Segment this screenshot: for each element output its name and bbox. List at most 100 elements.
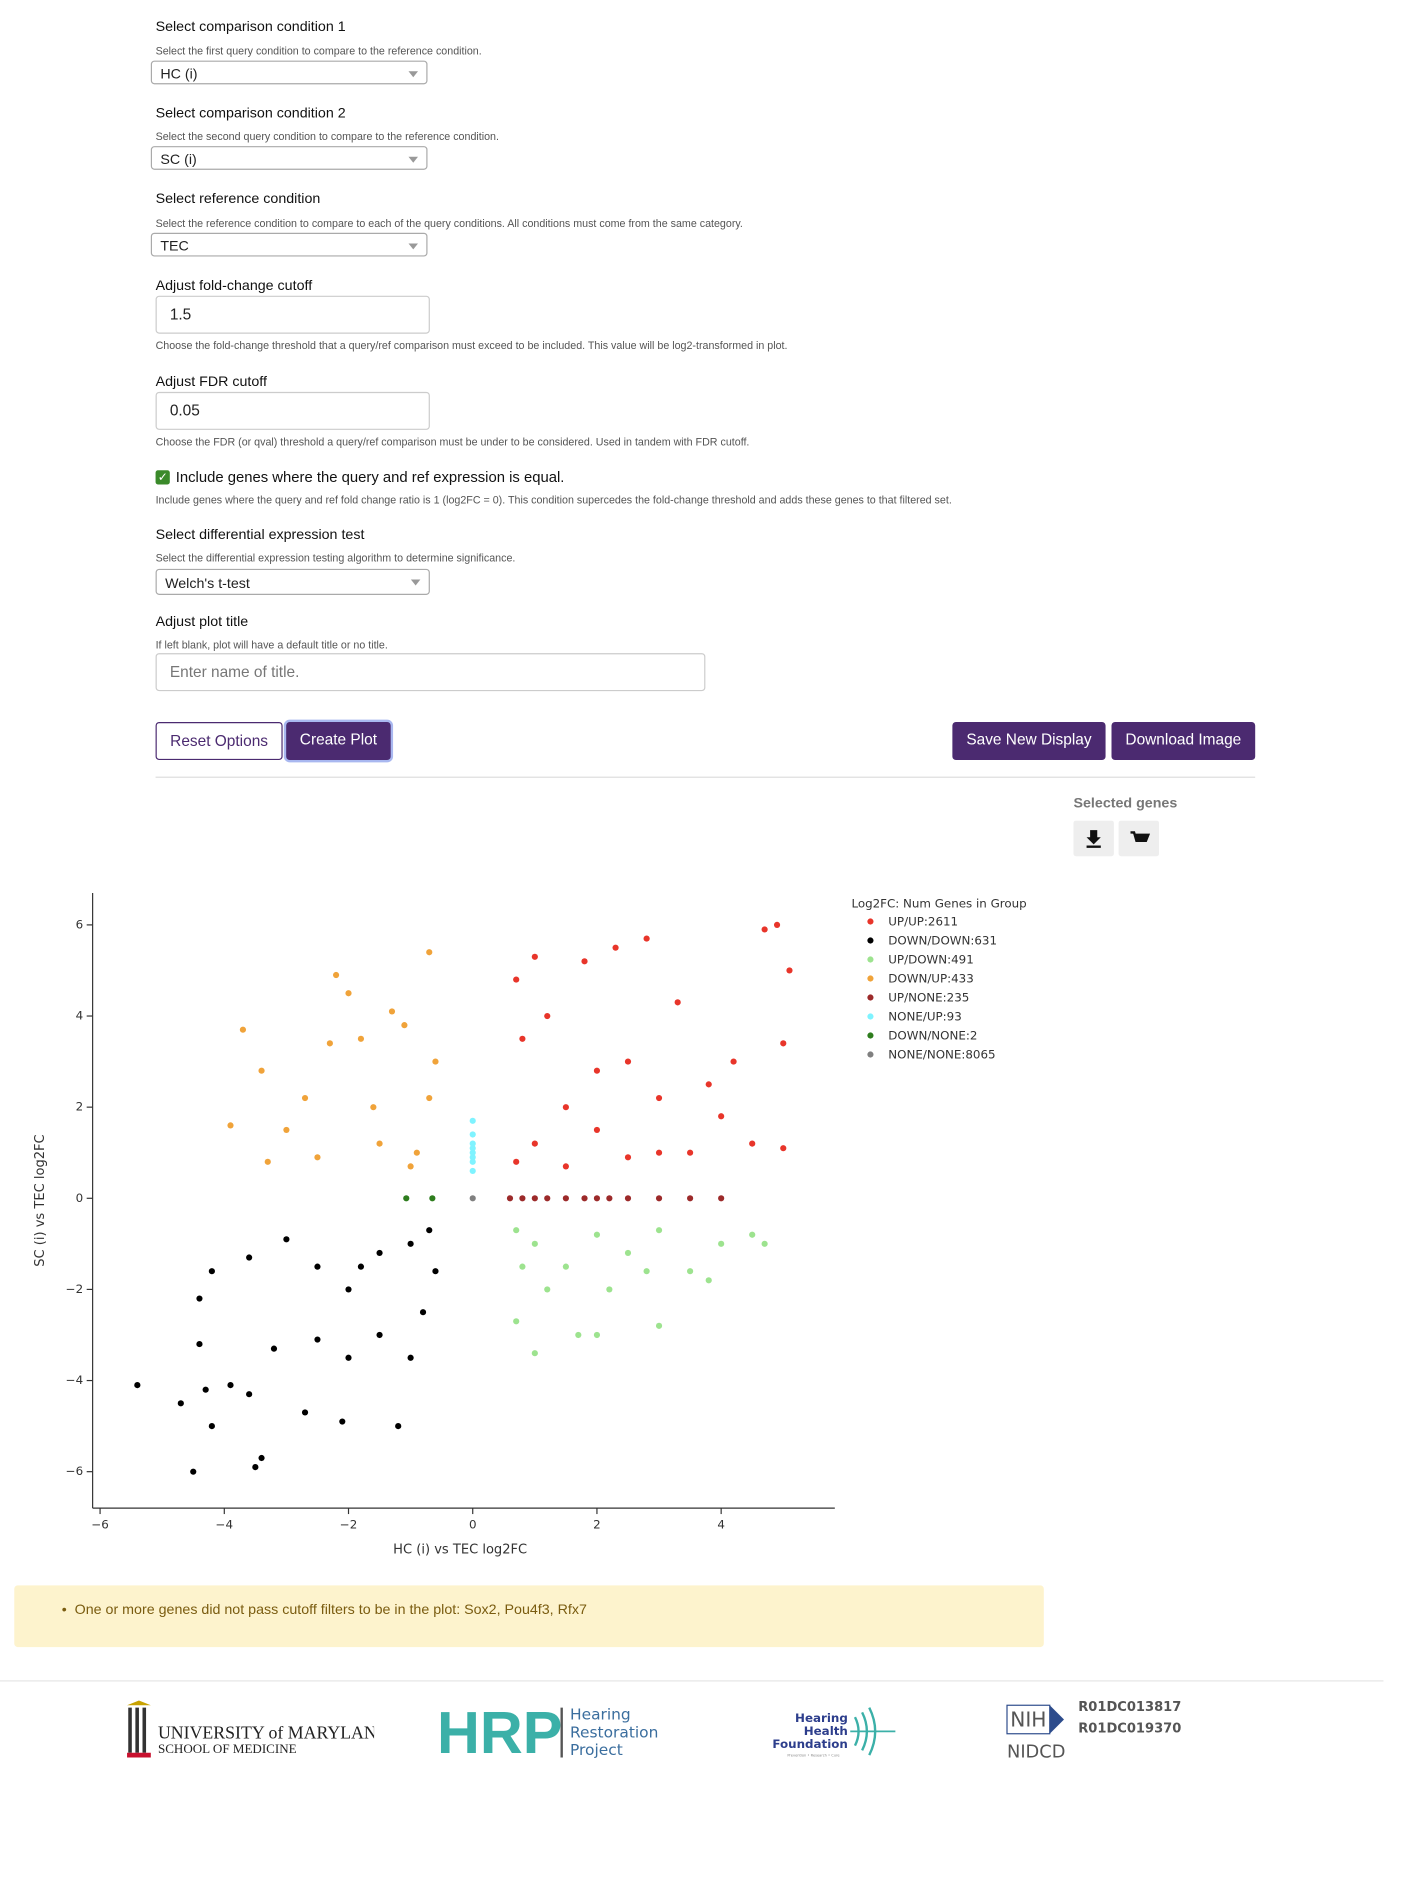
point — [426, 1094, 433, 1102]
point — [687, 1149, 694, 1156]
point — [419, 1309, 427, 1316]
point — [643, 935, 650, 942]
point — [624, 1058, 632, 1065]
alert-message: One or more genes did not pass cutoff fi… — [74, 1600, 587, 1618]
point — [258, 1454, 265, 1462]
point — [513, 976, 520, 983]
point — [606, 1286, 613, 1293]
y-tick-label: −2 — [66, 1282, 83, 1296]
x-axis-label: HC (i) vs TEC log2FC — [393, 1542, 527, 1557]
reset-button[interactable]: Reset Options — [155, 722, 283, 760]
point — [432, 1268, 439, 1275]
legend-swatch — [867, 937, 874, 944]
y-axis-label: SC (i) vs TEC log2FC — [33, 1134, 48, 1266]
point — [581, 1195, 588, 1202]
point — [332, 971, 340, 979]
legend-entry: DOWN/NONE:2 — [888, 1029, 977, 1043]
point — [314, 1154, 321, 1161]
hhf-word: Health — [804, 1724, 848, 1738]
selected-genes-label: Selected genes — [1073, 794, 1178, 812]
point — [612, 944, 619, 951]
point — [196, 1295, 203, 1302]
download-icon — [1086, 830, 1101, 848]
field-help: Select the reference condition to compar… — [155, 217, 743, 230]
grant-number: R01DC019370 — [1078, 1722, 1181, 1737]
hrp-word: Project — [570, 1741, 623, 1759]
point — [432, 1058, 439, 1065]
y-tick-label: 2 — [76, 1100, 84, 1114]
point — [469, 1195, 476, 1202]
point — [593, 1231, 601, 1238]
point — [469, 1117, 476, 1124]
field-label: Adjust fold-change cutoff — [155, 276, 313, 294]
create-plot-button[interactable]: Create Plot — [286, 722, 391, 760]
nih-logo: NIH NIDCD R01DC013817 R01DC019370 — [1006, 1700, 1181, 1763]
legend-entry: NONE/UP:93 — [888, 1010, 961, 1024]
point — [376, 1331, 383, 1339]
legend-entry: DOWN/UP:433 — [888, 972, 974, 986]
point — [593, 1126, 601, 1134]
point — [429, 1195, 436, 1202]
point — [624, 1249, 632, 1257]
point — [208, 1423, 215, 1430]
point — [655, 1195, 663, 1202]
point — [749, 1231, 756, 1238]
nidcd: NIDCD — [1007, 1742, 1065, 1763]
point — [519, 1195, 526, 1202]
point — [469, 1131, 476, 1138]
dropdown[interactable]: Welch's t-test — [155, 568, 430, 595]
field-help: Select the first query condition to comp… — [155, 45, 482, 57]
point — [357, 1035, 365, 1042]
legend-entry: UP/DOWN:491 — [888, 953, 974, 967]
point — [270, 1345, 278, 1352]
text-input[interactable]: 0.05 — [155, 391, 430, 430]
scatter-plot: −6 −4 −2 0 2 4 −6 −4 −2 0 2 4 6 HC (i) vs TEC log2FC S… — [33, 893, 1027, 1557]
legend-swatch — [867, 975, 874, 982]
point — [761, 926, 768, 933]
text-input[interactable]: Enter name of title. — [155, 653, 706, 692]
point — [513, 1158, 520, 1165]
y-tick-label: −4 — [66, 1373, 83, 1387]
field-label: Select differential expression test — [155, 526, 365, 543]
dropdown[interactable]: SC (i) — [150, 146, 428, 170]
point — [718, 1195, 725, 1202]
dropdown[interactable]: TEC — [150, 232, 428, 257]
point — [624, 1154, 632, 1161]
field-help: If left blank, plot will have a default … — [155, 638, 388, 651]
hrp-logo: HRP Hearing Restoration Project — [437, 1701, 658, 1763]
point — [687, 1195, 694, 1202]
legend-entry: UP/NONE:235 — [888, 991, 969, 1005]
point — [283, 1126, 290, 1134]
field-label: Adjust plot title — [155, 612, 249, 630]
dropdown[interactable]: HC (i) — [150, 60, 428, 85]
point — [469, 1167, 476, 1175]
legend-entry: UP/UP:2611 — [888, 915, 958, 929]
point — [370, 1104, 377, 1111]
download-image-button[interactable]: Download Image — [1111, 722, 1256, 760]
text-input[interactable]: 1.5 — [155, 295, 430, 334]
point — [624, 1195, 632, 1202]
save-display-button[interactable]: Save New Display — [952, 722, 1106, 760]
point — [196, 1341, 203, 1348]
point — [730, 1058, 737, 1065]
point — [246, 1254, 253, 1261]
point — [376, 1249, 383, 1257]
field-label: Select reference condition — [155, 190, 321, 207]
point — [413, 1149, 420, 1156]
point — [575, 1331, 582, 1339]
legend-entry: DOWN/DOWN:631 — [888, 934, 997, 948]
hhf-word: Foundation — [772, 1737, 847, 1751]
point — [208, 1268, 215, 1275]
gene-tools — [1073, 820, 1159, 857]
point — [593, 1067, 601, 1074]
point — [202, 1386, 209, 1393]
point — [786, 967, 793, 974]
point — [718, 1240, 725, 1247]
hrp-mark: HRP — [437, 1701, 562, 1763]
point — [655, 1322, 663, 1329]
checkbox[interactable]: ✓ — [155, 470, 170, 485]
point — [301, 1094, 309, 1102]
point — [705, 1081, 712, 1088]
cart-icon — [1130, 831, 1151, 842]
point — [407, 1240, 414, 1247]
